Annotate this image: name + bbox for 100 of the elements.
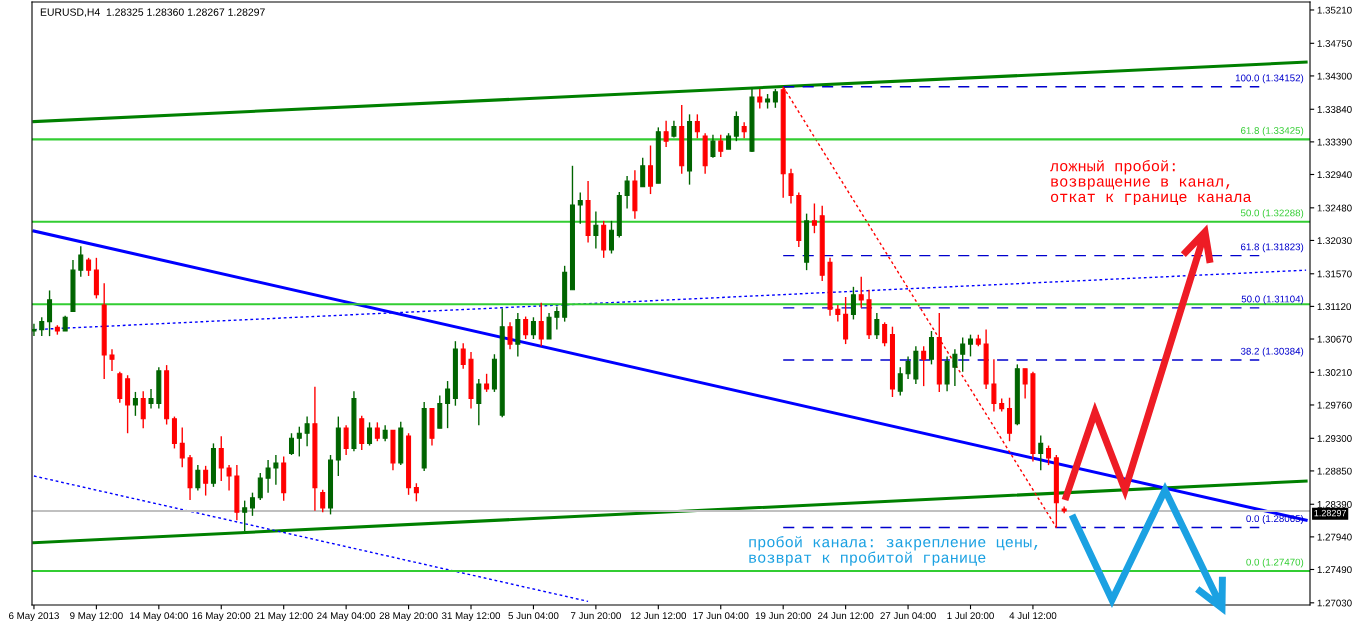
candlestick	[78, 245, 84, 278]
candlestick	[874, 312, 880, 340]
y-tick-label: 1.31120	[1317, 303, 1351, 311]
candlestick	[273, 454, 279, 486]
y-tick-label: 1.29760	[1317, 401, 1352, 409]
x-tick-label: 27 Jun 04:00	[880, 612, 936, 620]
candlestick	[265, 459, 271, 494]
candlestick	[484, 373, 490, 393]
candlestick	[148, 388, 154, 410]
candlestick	[960, 336, 966, 373]
series-label: 38.2 (1.30384)	[1240, 347, 1304, 357]
candlestick	[546, 312, 552, 340]
candlestick	[882, 321, 888, 347]
y-tick-label: 1.33390	[1317, 138, 1352, 146]
candlestick	[663, 120, 669, 148]
candlestick	[772, 88, 778, 109]
y-tick-label: 1.28390	[1317, 500, 1352, 508]
candlestick	[694, 113, 700, 139]
candlestick	[710, 133, 716, 159]
annotation: пробой канала: закрепление цены, возврат к пробитой границе	[749, 536, 1038, 566]
y-tick-label: 1.34750	[1317, 40, 1352, 47]
candlestick	[952, 348, 958, 387]
candlestick	[624, 175, 630, 210]
candlestick	[741, 121, 747, 139]
y-tick-label: 1.30210	[1317, 369, 1352, 376]
y-tick-label: 1.34300	[1317, 72, 1352, 80]
candlestick	[718, 133, 724, 158]
x-tick-label: 24 May 04:00	[317, 612, 376, 622]
candlestick	[257, 472, 263, 501]
candlestick	[1038, 434, 1044, 471]
candlestick	[967, 333, 974, 358]
candlestick	[195, 464, 201, 492]
candlestick	[788, 167, 794, 205]
x-tick-label: 4 Jul 12:00	[1009, 611, 1057, 620]
candlestick	[897, 366, 903, 397]
annotation: ложный пробой: возвращение в канал, откат к границе канала	[1050, 160, 1252, 206]
candlestick	[733, 110, 739, 142]
candlestick	[811, 202, 817, 234]
x-tick-label: 24 Jun 12:00	[818, 612, 874, 620]
text: EURUSD,H4 1.28325 1.28360 1.28267 1.28297	[40, 8, 265, 18]
candlestick	[32, 323, 37, 337]
x-tick-label: 21 May 12:00	[254, 612, 313, 622]
candlestick	[905, 355, 911, 380]
y-tick-label: 1.30670	[1317, 335, 1352, 343]
series-label: 100.0 (1.34152)	[1235, 74, 1304, 84]
x-tick-label: 6 May 2013	[9, 612, 59, 622]
candlestick	[921, 345, 927, 387]
ref-line-label: 50.0 (1.32288)	[1240, 209, 1304, 219]
y-tick-label: 1.32030	[1317, 237, 1352, 245]
candlestick	[109, 348, 115, 372]
y-tick-label: 1.27030	[1317, 599, 1352, 607]
x-tick-label: 5 Jun 04:00	[508, 612, 559, 620]
candlestick	[757, 88, 763, 110]
candlestick	[476, 378, 482, 426]
candlestick	[47, 289, 53, 337]
y-tick-label: 1.33840	[1317, 106, 1352, 113]
candlestick	[648, 144, 654, 195]
candlestick	[554, 305, 560, 331]
candlestick	[445, 380, 451, 429]
candlestick	[538, 302, 544, 347]
x-tick-label: 17 Jun 04:00	[693, 612, 749, 620]
candlestick	[320, 489, 326, 513]
candlestick	[296, 426, 302, 458]
x-tick-label: 28 May 20:00	[379, 612, 438, 622]
candlestick	[242, 499, 248, 532]
x-tick-label: 19 Jun 20:00	[755, 612, 811, 620]
candlestick	[249, 491, 255, 517]
candlestick	[858, 275, 864, 309]
x-tick-label: 1 Jul 20:00	[947, 611, 994, 620]
candlestick	[991, 358, 997, 413]
candlestick	[850, 286, 856, 321]
y-tick-label: 1.32480	[1317, 204, 1352, 212]
candlestick	[640, 157, 646, 188]
candlestick	[577, 191, 583, 225]
x-tick-label: 7 Jun 20:00	[570, 612, 621, 620]
candlestick	[226, 464, 232, 492]
candlestick	[288, 432, 295, 456]
candlestick	[460, 342, 466, 370]
text: 1.28297	[1314, 509, 1347, 517]
candlestick	[304, 415, 310, 447]
y-tick-label: 1.31570	[1317, 270, 1352, 278]
series-label: 50.0 (1.31104)	[1241, 295, 1304, 305]
ref-line-label: 61.8 (1.33425)	[1241, 126, 1304, 136]
x-tick-label: 31 May 12:00	[441, 612, 501, 622]
candlestick	[835, 304, 841, 323]
x-tick-label: 12 Jun 12:00	[630, 612, 687, 620]
x-tick-label: 14 May 04:00	[130, 612, 188, 622]
candlestick	[413, 482, 419, 503]
candlestick	[86, 257, 92, 277]
series-label: 61.8 (1.31823)	[1241, 243, 1304, 253]
candlestick	[1022, 368, 1028, 400]
candlestick	[593, 210, 599, 250]
candlestick	[608, 220, 614, 255]
y-tick-label: 1.28850	[1317, 467, 1352, 475]
candlestick	[39, 316, 45, 337]
candlestick	[132, 391, 138, 417]
ref-line-label: 0.0 (1.27470)	[1246, 558, 1304, 568]
candlestick	[367, 421, 373, 447]
x-tick-label: 9 May 12:00	[70, 612, 123, 622]
candlestick	[530, 316, 536, 340]
